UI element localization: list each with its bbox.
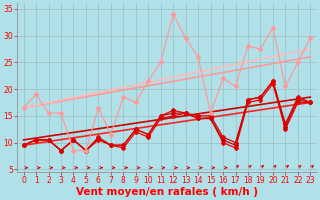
X-axis label: Vent moyen/en rafales ( km/h ): Vent moyen/en rafales ( km/h ) — [76, 187, 258, 197]
